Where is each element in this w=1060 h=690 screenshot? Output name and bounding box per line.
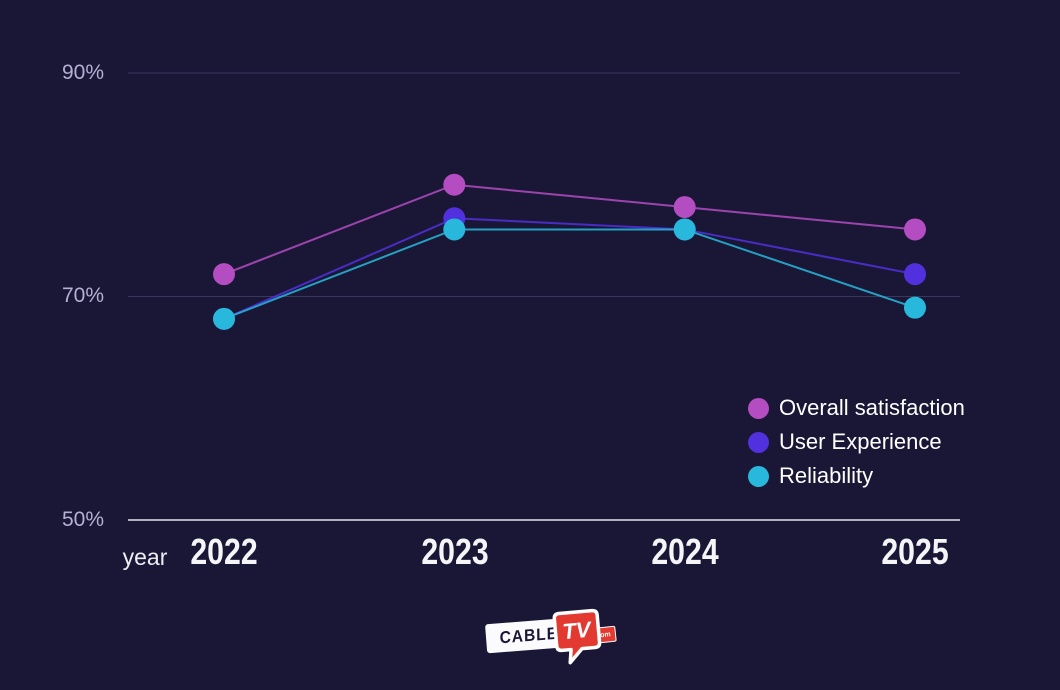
legend-row-overall-satisfaction: Overall satisfaction [748, 391, 965, 425]
data-point-overall-satisfaction-2024 [673, 196, 696, 219]
data-point-user-experience-2025 [904, 263, 926, 286]
tv-badge-bubble-shape [552, 608, 602, 665]
legend-row-user-experience: User Experience [748, 425, 965, 459]
legend-label-user-experience: User Experience [779, 429, 942, 454]
x-tick-label-2022: 2022 [190, 531, 258, 572]
y-tick-label-90: 90% [61, 61, 104, 84]
legend-swatch-overall-satisfaction [748, 397, 769, 419]
data-point-reliability-2022 [213, 307, 235, 330]
x-axis-title: year [122, 544, 168, 570]
legend-label-overall-satisfaction: Overall satisfaction [779, 395, 965, 420]
legend-label-reliability: Reliability [779, 463, 874, 488]
data-point-reliability-2024 [673, 218, 696, 241]
cabletv-logo-tv-text: TV [561, 617, 594, 645]
x-tick-label-2025: 2025 [881, 531, 949, 572]
legend-row-reliability: Reliability [748, 459, 965, 493]
data-point-overall-satisfaction-2023 [443, 173, 466, 196]
data-point-overall-satisfaction-2025 [904, 218, 926, 241]
series-line-user-experience [223, 217, 916, 320]
series-line-reliability [223, 228, 916, 320]
data-point-reliability-2023 [443, 218, 466, 241]
legend: Overall satisfaction User Experience Rel… [748, 391, 965, 493]
y-tick-label-70: 70% [61, 284, 104, 307]
legend-swatch-reliability [748, 465, 769, 487]
x-tick-label-2024: 2024 [651, 531, 719, 572]
y-tick-label-50: 50% [61, 508, 104, 531]
legend-swatch-user-experience [748, 431, 769, 453]
cabletv-logo: CABLE TV .com [484, 608, 617, 666]
data-point-reliability-2025 [904, 296, 926, 319]
series-line-overall-satisfaction [223, 183, 916, 276]
data-point-overall-satisfaction-2022 [213, 263, 235, 286]
x-tick-label-2023: 2023 [421, 531, 489, 572]
cabletv-logo-tv-badge: TV [552, 608, 602, 665]
